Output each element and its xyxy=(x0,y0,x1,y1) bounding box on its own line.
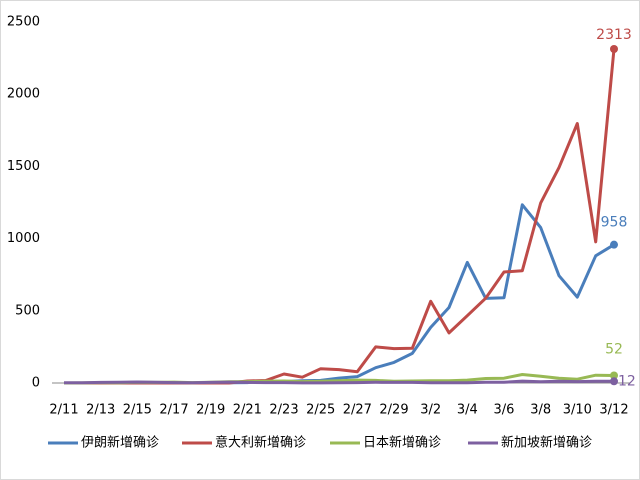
y-tick-label: 1500 xyxy=(7,159,40,174)
x-tick-label: 2/15 xyxy=(123,403,152,418)
legend-label: 伊朗新增确诊 xyxy=(81,435,159,451)
data-label: 12 xyxy=(618,373,636,389)
end-marker xyxy=(610,240,618,249)
end-marker xyxy=(610,45,618,54)
x-tick-label: 2/29 xyxy=(379,403,408,418)
x-tick-label: 3/8 xyxy=(530,403,551,418)
data-label: 52 xyxy=(605,341,623,357)
x-tick-label: 2/11 xyxy=(49,403,78,418)
x-tick-label: 3/2 xyxy=(420,403,441,418)
x-tick-label: 2/19 xyxy=(196,403,225,418)
x-tick-label: 2/25 xyxy=(306,403,335,418)
y-tick-label: 2000 xyxy=(7,87,40,102)
x-tick-label: 3/4 xyxy=(457,403,478,418)
end-marker xyxy=(610,377,618,386)
legend-label: 日本新增确诊 xyxy=(363,435,441,451)
y-tick-label: 500 xyxy=(15,303,40,318)
data-label: 2313 xyxy=(596,27,632,43)
x-tick-label: 3/6 xyxy=(494,403,515,418)
x-tick-label: 2/23 xyxy=(269,403,298,418)
x-tick-label: 2/13 xyxy=(86,403,115,418)
legend-label: 新加坡新增确诊 xyxy=(501,435,592,451)
x-tick-label: 3/10 xyxy=(563,403,592,418)
x-tick-label: 2/21 xyxy=(233,403,262,418)
y-tick-label: 1000 xyxy=(7,231,40,246)
end-marker xyxy=(610,371,618,380)
data-label: 958 xyxy=(601,215,628,231)
series-line xyxy=(64,379,614,385)
x-tick-label: 2/17 xyxy=(159,403,188,418)
x-tick-label: 3/12 xyxy=(599,403,628,418)
legend-label: 意大利新增确诊 xyxy=(215,435,306,451)
y-tick-label: 0 xyxy=(32,376,40,391)
x-tick-label: 2/27 xyxy=(343,403,372,418)
y-tick-label: 2500 xyxy=(7,15,40,30)
